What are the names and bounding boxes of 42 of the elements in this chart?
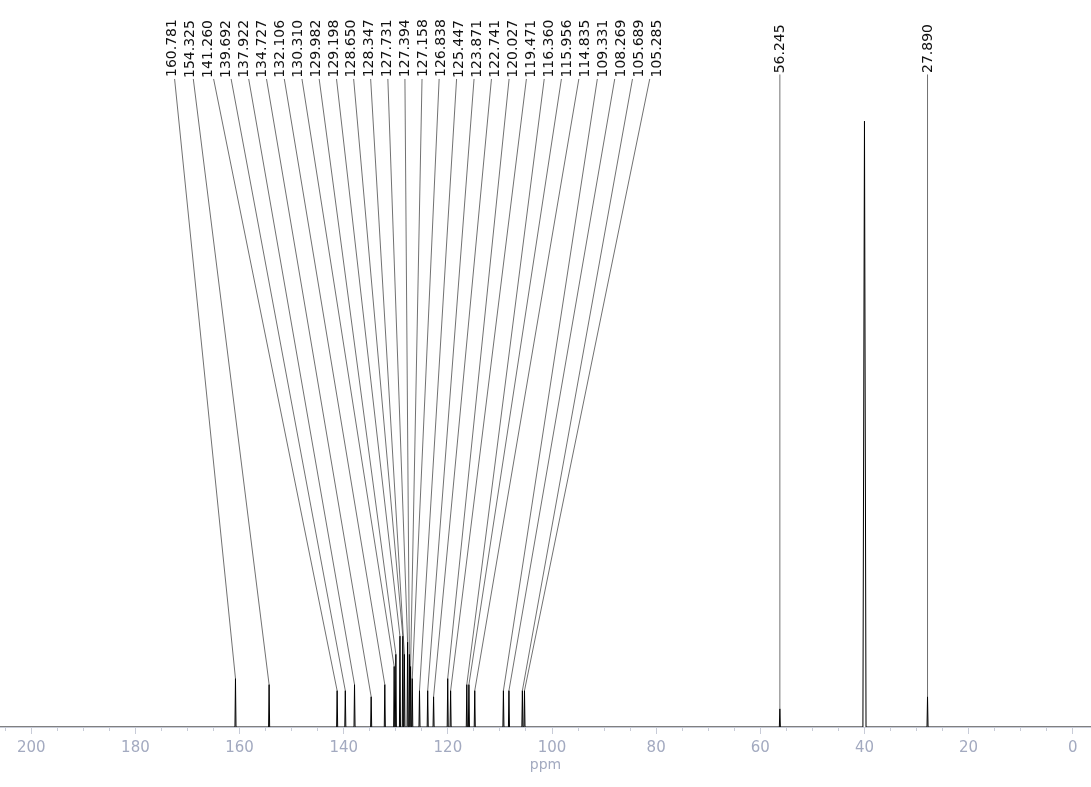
x-tick-label: 80 [646, 738, 666, 756]
x-axis-title: ppm [529, 756, 562, 773]
annotation: 109.331 [593, 19, 610, 78]
annotation: 134.727 [252, 19, 269, 78]
annotation: 139.692 [216, 19, 233, 78]
annotation: 154.325 [181, 20, 198, 78]
annotation: 127.158 [414, 19, 431, 78]
x-tick-label: 120 [433, 738, 463, 756]
annotation: 105.285 [647, 19, 664, 78]
x-tick-label: 20 [959, 738, 979, 756]
annotation: 115.956 [557, 19, 574, 78]
annotation: 27.890 [919, 24, 936, 73]
x-tick-label: 180 [121, 738, 150, 756]
annotation: 127.394 [396, 19, 413, 78]
annotation: 141.260 [198, 20, 215, 78]
annotation: 128.650 [342, 19, 359, 78]
annotation: 56.245 [771, 24, 788, 74]
annotation: 125.447 [449, 20, 466, 78]
annotation: 160.781 [163, 19, 180, 77]
x-tick-label: 60 [750, 738, 770, 756]
x-tick-label: 0 [1068, 738, 1078, 756]
x-tick-label: 200 [16, 738, 46, 756]
annotation: 127.731 [378, 19, 395, 78]
annotation: 130.310 [288, 19, 305, 78]
annotation: 122.741 [485, 19, 502, 78]
x-tick-label: 160 [225, 738, 254, 756]
annotation: 116.360 [539, 19, 556, 78]
annotation: 132.106 [270, 19, 287, 78]
annotation: 105.689 [629, 19, 646, 78]
annotation: 119.471 [521, 19, 538, 78]
annotation: 114.835 [575, 19, 592, 78]
annotation: 120.027 [503, 19, 520, 78]
annotation: 129.982 [306, 19, 323, 78]
x-tick-label: 140 [329, 738, 359, 756]
annotation: 137.922 [234, 19, 251, 78]
x-tick-label: 40 [854, 738, 875, 756]
annotation: 128.347 [360, 19, 377, 78]
annotation: 123.871 [467, 19, 484, 78]
x-tick-label: 100 [537, 738, 567, 756]
annotation: 126.838 [432, 19, 449, 77]
annotation: 129.198 [324, 19, 341, 78]
annotation: 108.269 [611, 19, 628, 78]
